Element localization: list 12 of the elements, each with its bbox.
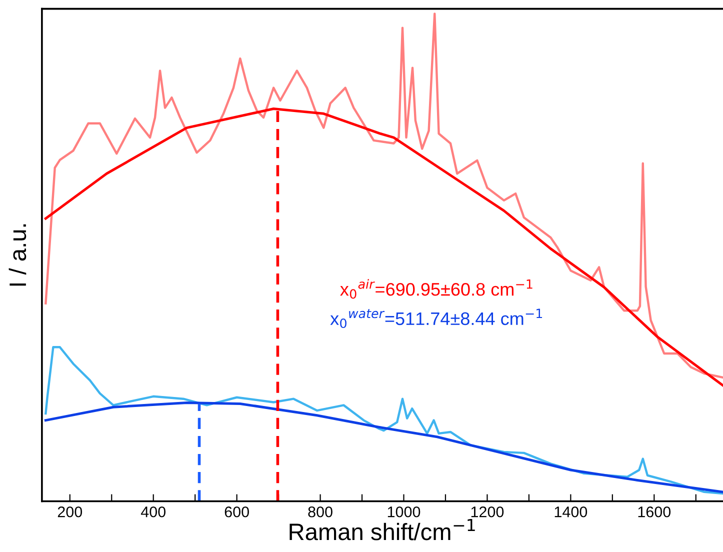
x-tick-label: 1200: [471, 506, 504, 518]
annotation: x$_{0}$$^{water}$=511.74±8.44 cm$^{−1}$: [330, 308, 542, 328]
x-tick-label: 200: [58, 506, 82, 518]
x-axis-title: Raman shift/cm$^{−1}$: [290, 518, 475, 540]
x-tick-label: 800: [308, 506, 332, 518]
x-tick-label: 400: [140, 506, 166, 518]
x-tick-label: 1400: [554, 506, 588, 518]
y-axis-title: I / a.u.: [8, 224, 26, 286]
x-tick-label: 600: [224, 506, 249, 518]
x-tick-label: 1000: [388, 506, 420, 518]
annotation: x$_{0}$$^{air}$=690.95±60.8 cm$^{−1}$: [340, 279, 532, 299]
x-tick-label: 1600: [638, 506, 671, 518]
